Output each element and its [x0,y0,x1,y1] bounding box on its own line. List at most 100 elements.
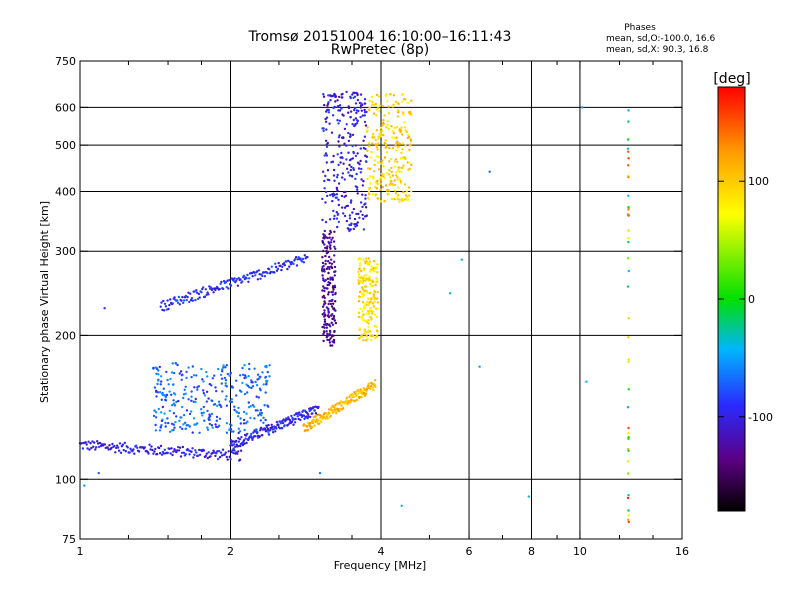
data-point [389,182,392,185]
data-point [398,177,401,181]
data-point [370,384,373,388]
data-point [390,170,393,174]
data-point [329,276,332,279]
data-point [334,270,337,273]
data-point [343,127,347,131]
data-point [353,217,357,221]
data-point [368,301,371,305]
data-point [157,379,160,382]
data-point [265,379,268,383]
data-point [448,292,452,295]
data-point [358,290,362,294]
data-point [330,406,333,410]
data-point [362,279,365,282]
data-point [266,370,269,374]
data-point [335,217,339,220]
data-point [363,203,366,206]
data-point [321,261,325,265]
data-point [168,390,171,393]
data-point [224,281,227,284]
data-point [212,449,215,452]
data-point [322,129,325,133]
data-point [322,95,326,98]
data-point [311,425,314,429]
data-point [330,299,333,302]
data-point [384,94,387,98]
data-point [197,292,201,296]
data-point [204,288,207,291]
chart-subtitle: RwPretec (8p) [331,42,429,58]
data-point [176,449,179,452]
data-point [236,284,240,287]
data-point [242,422,246,425]
data-point [116,446,120,449]
data-point [388,160,391,163]
data-point [396,115,400,118]
data-point [193,290,196,293]
data-point [331,114,335,117]
data-point [390,179,393,183]
data-point [396,198,399,201]
data-point [338,410,341,413]
data-point [362,339,365,342]
data-point [338,119,341,123]
data-point [368,275,371,278]
data-point [387,105,390,108]
data-point [246,432,249,436]
data-point [363,290,366,293]
data-point [204,454,207,458]
data-point [200,408,203,411]
data-point [347,106,351,110]
data-point [128,451,131,454]
data-point [396,109,400,112]
data-point [626,257,630,260]
data-point [208,422,211,426]
data-point [241,280,244,283]
data-point [103,307,106,310]
data-point [228,428,231,431]
data-point [160,380,163,383]
data-point [246,420,249,423]
data-point [322,233,325,236]
data-point [158,391,162,394]
data-point [153,450,156,453]
data-point [149,448,152,451]
data-point [152,452,155,455]
data-point [239,449,243,452]
data-point [194,298,197,302]
data-point [270,265,273,268]
data-point [339,161,342,164]
data-point [347,139,351,143]
data-point [106,446,109,449]
data-point [214,288,217,292]
data-point [98,441,102,445]
data-point [329,330,332,334]
data-point [301,257,305,261]
data-point [391,174,395,177]
data-point [190,395,193,398]
data-point [363,304,366,307]
data-point [364,124,368,127]
data-point [527,495,530,498]
data-point [294,258,297,261]
data-point [627,472,630,475]
data-point [380,172,384,175]
data-point [257,269,260,272]
data-point [229,371,232,375]
data-point [337,163,340,167]
data-point [268,268,271,271]
data-point [229,444,232,447]
data-point [360,102,363,105]
data-point [378,104,382,108]
data-point [256,431,259,434]
data-point [160,398,163,401]
data-point [354,177,357,181]
x-tick-label: 10 [573,545,587,558]
data-point [202,286,205,289]
data-point [247,280,250,283]
data-point [222,366,225,369]
data-point [401,100,404,103]
data-point [334,100,337,103]
data-point [187,366,190,369]
data-point [185,409,189,412]
